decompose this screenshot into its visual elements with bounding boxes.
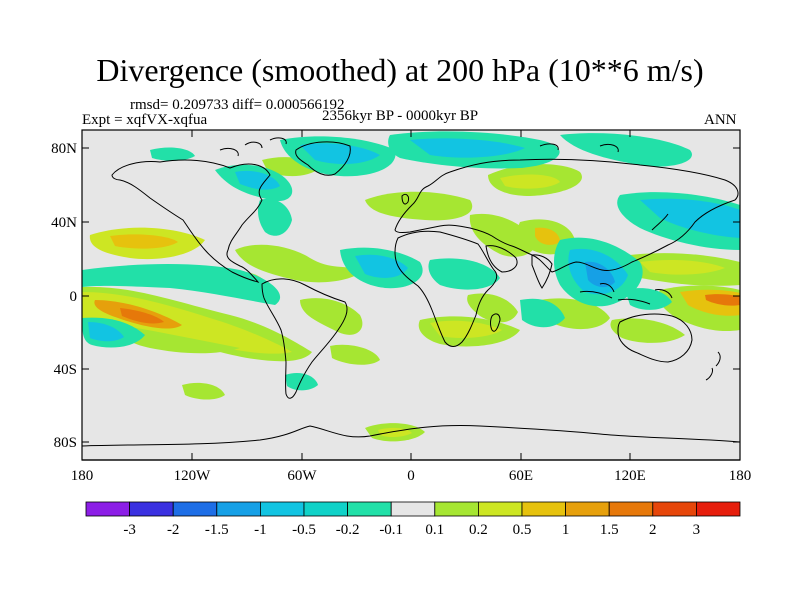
- colorbar-swatch: [608, 501, 654, 517]
- negative-region: [585, 261, 615, 288]
- colorbar-swatch: [129, 501, 174, 517]
- coastline-greenland: [295, 141, 351, 176]
- colorbar-swatch: [172, 501, 218, 517]
- negative-region: [625, 288, 672, 310]
- colorbar-label: 3: [693, 522, 701, 538]
- colorbar-swatch: [390, 501, 436, 517]
- positive-region: [330, 344, 380, 365]
- lat-ticks: [82, 147, 740, 443]
- negative-region: [150, 147, 195, 161]
- experiment-label: Expt = xqfVX-xqfua: [82, 112, 208, 128]
- positive-region: [610, 318, 685, 343]
- coastline-antarctica: [82, 424, 740, 447]
- lon-tick-label: 120E: [614, 468, 646, 484]
- positive-region: [500, 174, 560, 189]
- colorbar-swatch: [652, 501, 697, 517]
- positive-region: [235, 244, 365, 283]
- negative-region: [300, 143, 380, 165]
- colorbar-swatch: [477, 501, 523, 517]
- period-label: 2356kyr BP - 0000kyr BP: [322, 108, 479, 124]
- positive-region: [182, 382, 225, 400]
- colorbar-swatch: [434, 501, 479, 517]
- positive-region: [110, 234, 178, 249]
- colorbar-label: 2: [649, 522, 657, 538]
- lat-tick-label: 80S: [54, 435, 77, 451]
- coastline-uk: [401, 193, 409, 205]
- colorbar-swatch: [259, 501, 305, 517]
- negative-region: [88, 322, 124, 342]
- negative-region: [285, 373, 318, 391]
- colorbar-swatch: [216, 501, 261, 517]
- negative-region: [235, 170, 280, 190]
- lat-tick-label: 40S: [54, 362, 77, 378]
- lon-tick-label: 120W: [174, 468, 212, 484]
- divergence-field: [82, 131, 740, 442]
- negative-region: [520, 298, 565, 328]
- coastline-arctic-islands: [219, 137, 619, 157]
- positive-region: [365, 191, 473, 221]
- coastline-madagascar: [490, 313, 501, 332]
- lat-tick-label: 80N: [51, 141, 77, 157]
- lon-tick-label: 60W: [287, 468, 317, 484]
- negative-region: [355, 254, 408, 278]
- colorbar-label: 0.2: [469, 522, 488, 538]
- colorbar-label: 1.5: [600, 522, 619, 538]
- colorbar-label: 0.1: [425, 522, 444, 538]
- coastlines: [82, 137, 740, 447]
- lon-ticks: [191, 130, 631, 460]
- coastline-indonesia: [579, 283, 673, 305]
- coastline-eurasia: [394, 158, 739, 273]
- lon-tick-label: 0: [407, 468, 415, 484]
- colorbar-label: 0.5: [513, 522, 532, 538]
- colorbar-label: -0.2: [336, 522, 360, 538]
- positive-region: [119, 325, 240, 354]
- coastline-australia: [617, 313, 693, 363]
- colorbar-label: 1: [562, 522, 570, 538]
- colorbar-swatch: [347, 501, 392, 517]
- coastline-africa: [394, 230, 498, 347]
- season-label: ANN: [704, 112, 737, 128]
- colorbar: -3 -2 -1.5 -1 -0.5 -0.2 -0.1 0.1 0.2 0.5 1 1.5 2 3: [85, 501, 741, 538]
- lat-tick-label: 40N: [51, 215, 77, 231]
- coastline-arabia: [485, 245, 518, 273]
- positive-region: [467, 293, 518, 323]
- positive-region: [120, 308, 164, 324]
- positive-region: [430, 320, 502, 338]
- coastline-japan: [651, 213, 669, 231]
- negative-region: [257, 198, 292, 236]
- lat-tick-label: 0: [70, 289, 78, 305]
- coastline-south-america: [261, 278, 348, 399]
- colorbar-label: -2: [167, 522, 180, 538]
- colorbar-label: -0.5: [292, 522, 316, 538]
- positive-region: [705, 294, 740, 306]
- negative-region: [428, 258, 500, 290]
- colorbar-swatch: [85, 501, 130, 517]
- colorbar-swatch: [565, 501, 610, 517]
- positive-region: [469, 213, 536, 257]
- colorbar-label: -0.1: [379, 522, 403, 538]
- lon-tick-label: 180: [71, 468, 94, 484]
- map-title: Divergence (smoothed) at 200 hPa (10**6 …: [96, 52, 704, 88]
- negative-region: [82, 264, 281, 305]
- colorbar-swatch: [696, 501, 741, 517]
- coastline-india: [531, 254, 553, 289]
- colorbar-label: -1.5: [205, 522, 229, 538]
- positive-region: [640, 260, 725, 275]
- positive-region: [535, 227, 560, 245]
- lon-tick-label: 60E: [509, 468, 533, 484]
- colorbar-swatch: [303, 501, 348, 517]
- negative-region: [560, 133, 692, 167]
- coastline-new-zealand: [705, 351, 721, 381]
- coastline-north-america: [111, 159, 271, 283]
- colorbar-swatch: [521, 501, 566, 517]
- colorbar-label: -3: [123, 522, 136, 538]
- lon-tick-label: 180: [729, 468, 752, 484]
- colorbar-label: -1: [254, 522, 267, 538]
- stats-label: rmsd= 0.209733 diff= 0.000566192: [130, 97, 345, 113]
- negative-region: [410, 138, 525, 158]
